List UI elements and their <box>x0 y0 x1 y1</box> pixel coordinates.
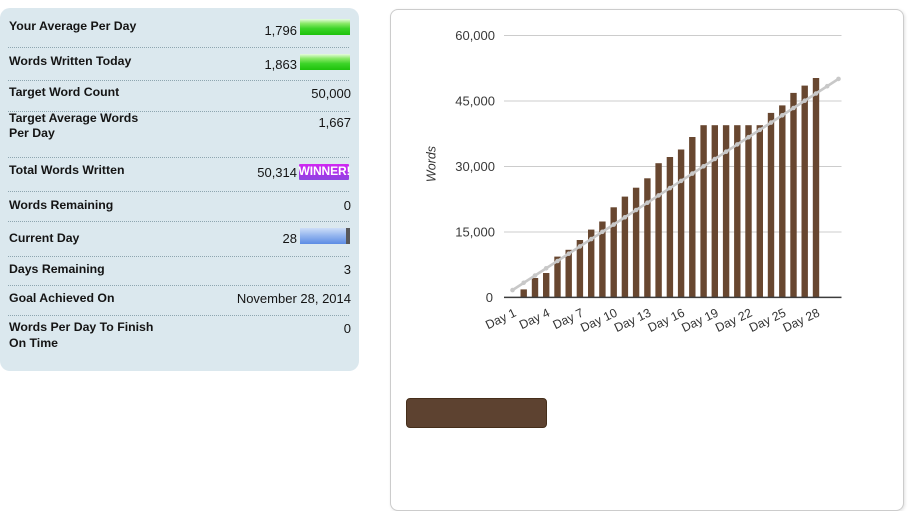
svg-text:Day 1: Day 1 <box>483 306 518 333</box>
svg-text:Day 28: Day 28 <box>781 306 822 335</box>
svg-text:Day 4: Day 4 <box>517 306 552 333</box>
svg-text:Day 13: Day 13 <box>612 306 653 335</box>
svg-text:0: 0 <box>486 290 493 305</box>
svg-text:15,000: 15,000 <box>455 224 495 239</box>
svg-text:45,000: 45,000 <box>455 93 495 108</box>
svg-text:60,000: 60,000 <box>455 28 495 43</box>
svg-text:Day 19: Day 19 <box>679 306 720 335</box>
svg-text:Day 25: Day 25 <box>747 306 788 335</box>
svg-text:30,000: 30,000 <box>455 159 495 174</box>
svg-text:Day 22: Day 22 <box>713 306 754 335</box>
svg-text:Day 10: Day 10 <box>578 306 619 335</box>
svg-text:Day 16: Day 16 <box>646 306 687 335</box>
svg-text:Words: Words <box>425 146 439 182</box>
